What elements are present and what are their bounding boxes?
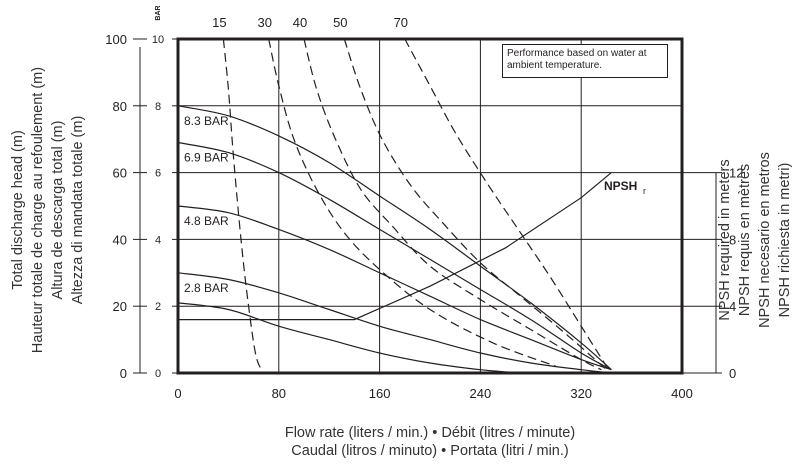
x-tick-label: 400	[671, 386, 693, 401]
y-axis-label-right-1: NPSH required in meters	[717, 159, 733, 321]
y-tick-label-m: 20	[113, 299, 127, 314]
y-tick-label-bar: 8	[155, 101, 161, 113]
pressure-curve-label: 8.3 BAR	[184, 114, 229, 128]
y-tick-label-bar: 2	[155, 301, 161, 313]
air-curve-2	[303, 38, 602, 371]
air-curve-label: 30	[257, 15, 271, 30]
air-curve-label: 15	[212, 15, 226, 30]
npsh-label: NPSH	[604, 179, 637, 193]
pressure-curve-4	[177, 302, 521, 374]
air-curve-4	[404, 38, 607, 367]
y-tick-label-bar: 0	[155, 368, 161, 380]
performance-curves: 8.3 BAR 6.9 BAR 4.8 BAR 2.8 BAR 15 30 40 50 70 NP…	[177, 15, 646, 374]
plot-frame	[176, 37, 684, 375]
y-tick-label-bar: 6	[155, 168, 161, 180]
air-curve-label: 50	[333, 15, 347, 30]
pressure-curve-label: 4.8 BAR	[184, 214, 229, 228]
pressure-curve-0	[177, 105, 612, 371]
y-tick-label-npsh: 8	[729, 232, 736, 247]
x-axis-label-2: Caudal (litros / minuto) • Portata (litr…	[291, 443, 569, 459]
pressure-curve-label: 2.8 BAR	[184, 281, 229, 295]
air-curve-0	[222, 38, 265, 374]
y-tick-label-bar: 4	[155, 234, 161, 246]
y-axis-label-right-2: NPSH requis en mètres	[737, 163, 753, 317]
y-axis-label-left-4: Altezza di mandata totale (m)	[70, 115, 86, 305]
axis-ticks: 0 80 160 240 320 400 0 20 40 60 80 100 0 2 4 6 8 10 BAR 0 4 8…	[105, 5, 743, 401]
y-axis-label-left-1: Total discharge head (m)	[10, 130, 26, 290]
pressure-curve-1	[177, 141, 612, 371]
x-tick-label: 240	[470, 386, 492, 401]
pressure-curve-3	[177, 272, 612, 374]
y-tick-label-npsh: 12	[729, 166, 743, 181]
y-tick-label-m: 80	[113, 99, 127, 114]
x-tick-label: 160	[369, 386, 391, 401]
y-tick-label-m: 60	[113, 166, 127, 181]
y-axis-label-right-3: NPSH necesario en metros	[757, 152, 773, 328]
grid-lines	[178, 39, 682, 373]
air-curve-1	[268, 38, 557, 367]
x-tick-label: 320	[570, 386, 592, 401]
x-tick-label: 0	[174, 386, 181, 401]
pressure-curve-label: 6.9 BAR	[184, 151, 229, 165]
y-axis-label-right-4: NPSH richiesta in metri)	[777, 162, 793, 318]
x-axis-label-1: Flow rate (liters / min.) • Débit (litre…	[284, 425, 576, 441]
air-curve-3	[343, 38, 607, 371]
y-axis-label-left-3: Altura de descarga total (m)	[50, 120, 66, 300]
y-tick-label-bar: 10	[152, 34, 164, 46]
y-axis-label-left-2: Hauteur totale de charge au refoulement …	[30, 66, 46, 354]
y-tick-label-m: 100	[105, 32, 127, 47]
npsh-label-subscript: r	[643, 186, 646, 196]
npsh-curve	[178, 172, 612, 321]
performance-note: Performance based on water at ambient te…	[502, 44, 668, 78]
pressure-curve-2	[177, 205, 612, 371]
y-tick-label-npsh: 0	[729, 366, 736, 381]
air-curve-label: 70	[394, 15, 408, 30]
y-tick-label-npsh: 4	[729, 299, 736, 314]
y-tick-label-m: 40	[113, 232, 127, 247]
bar-axis-label: BAR	[155, 5, 162, 20]
x-tick-label: 80	[272, 386, 286, 401]
air-curve-label: 40	[293, 15, 307, 30]
y-tick-label-m: 0	[120, 366, 127, 381]
